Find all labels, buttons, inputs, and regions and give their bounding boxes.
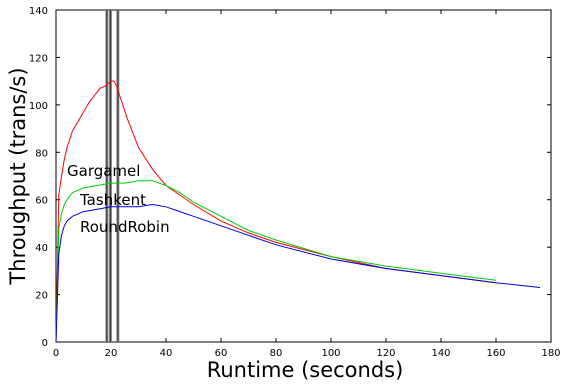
x-tick-label: 0 bbox=[53, 348, 59, 359]
axis-ticks: 0 20 40 60 80 100 120 140 160 180 0 20 40 60 80 100 120 1… bbox=[29, 6, 561, 359]
x-tick-label: 100 bbox=[321, 348, 340, 359]
y-tick-label: 140 bbox=[29, 6, 48, 17]
x-tick-label: 160 bbox=[486, 348, 505, 359]
x-tick-label: 140 bbox=[431, 348, 450, 359]
series-label-gargamel: Gargamel bbox=[67, 162, 140, 180]
y-tick-label: 0 bbox=[42, 338, 48, 349]
vertical-markers bbox=[105, 10, 120, 342]
y-tick-label: 100 bbox=[29, 101, 48, 112]
x-tick-label: 20 bbox=[105, 348, 118, 359]
y-tick-label: 120 bbox=[29, 53, 48, 64]
y-axis-label: Throughput (trans/s) bbox=[6, 67, 30, 285]
x-tick-label: 40 bbox=[160, 348, 173, 359]
x-tick-label: 120 bbox=[376, 348, 395, 359]
x-tick-label: 80 bbox=[270, 348, 283, 359]
x-axis-label: Runtime (seconds) bbox=[207, 358, 404, 382]
series-line-gargamel bbox=[55, 80, 497, 343]
plot-frame bbox=[55, 9, 552, 343]
y-tick-label: 40 bbox=[35, 243, 48, 254]
y-tick-label: 60 bbox=[35, 196, 48, 207]
x-tick-label: 60 bbox=[215, 348, 228, 359]
y-tick-label: 20 bbox=[35, 291, 48, 302]
series-label-tashkent: Tashkent bbox=[79, 191, 146, 209]
series-lines bbox=[55, 80, 541, 343]
series-line-roundrobin bbox=[55, 203, 541, 343]
y-tick-label: 80 bbox=[35, 148, 48, 159]
series-line-tashkent bbox=[55, 180, 497, 343]
series-label-roundrobin: RoundRobin bbox=[80, 218, 170, 236]
x-tick-label: 180 bbox=[541, 348, 560, 359]
